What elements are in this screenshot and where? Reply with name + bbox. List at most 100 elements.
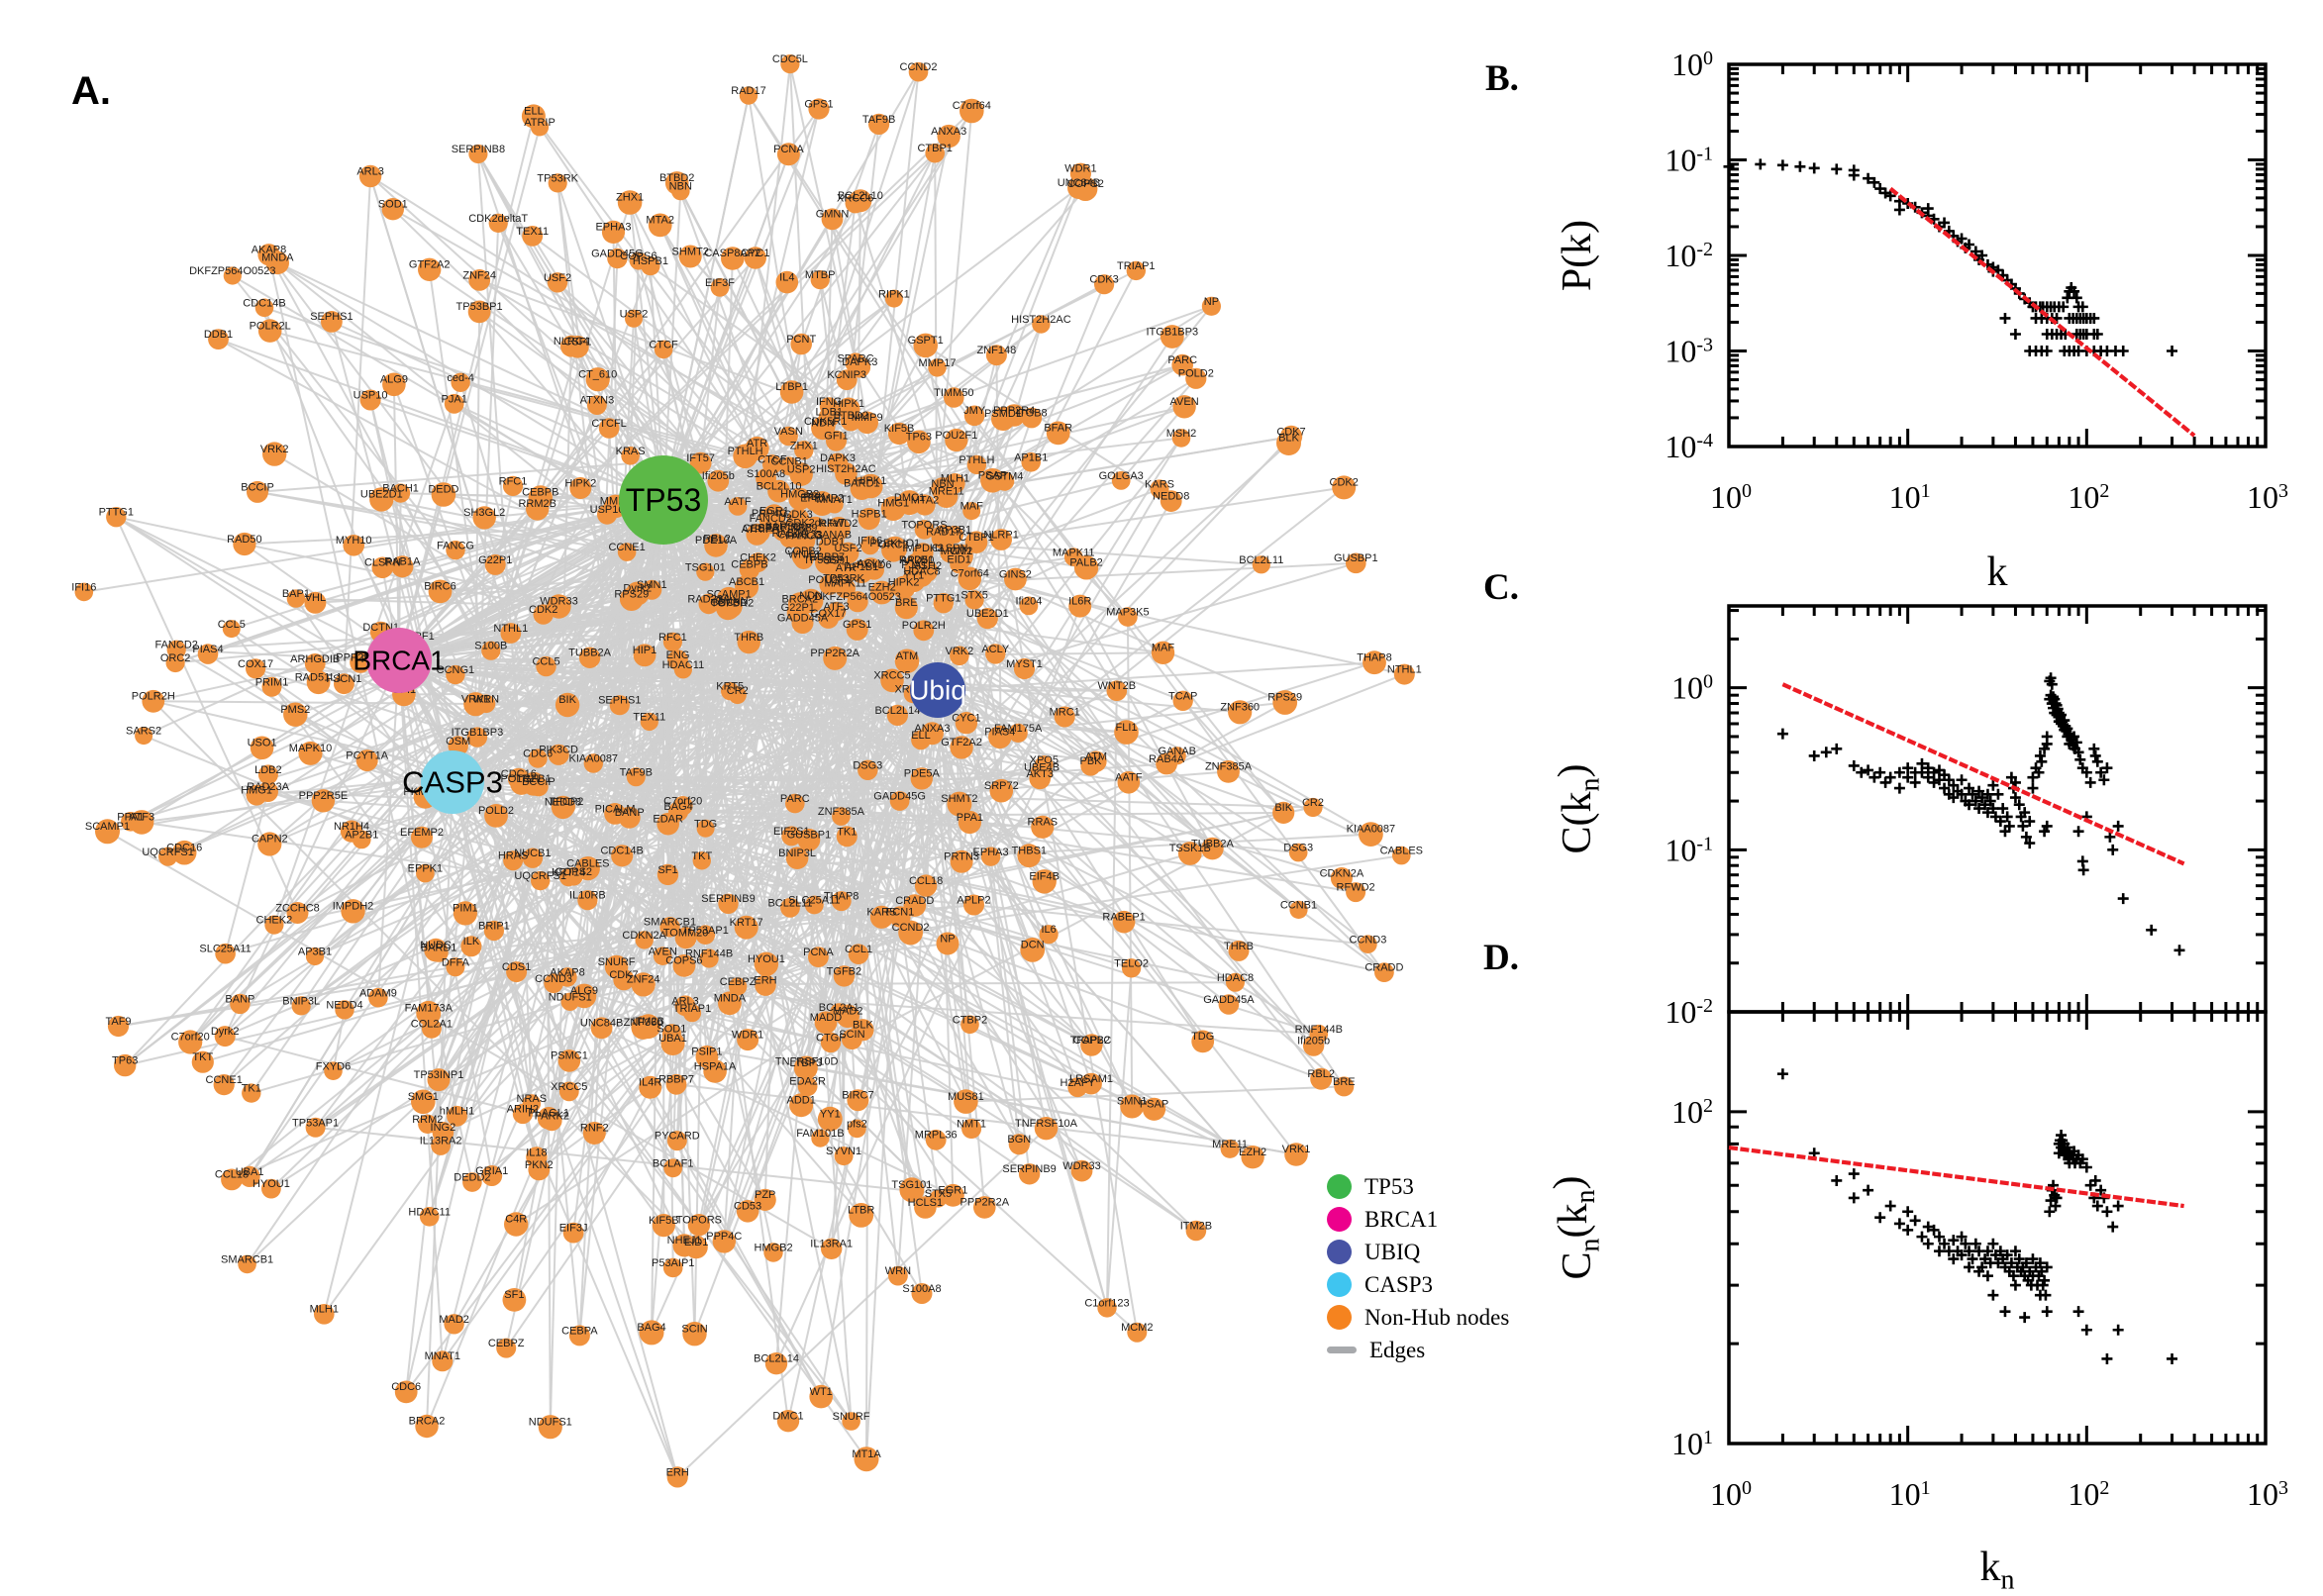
data-point-marker	[1863, 1184, 1874, 1196]
edge	[376, 659, 400, 998]
legend-item-label: Edges	[1369, 1337, 1426, 1362]
panel-c-chart: 100 10-1 10-2 C(kn​)	[1551, 604, 2268, 1030]
panel-d-label: D.	[1483, 938, 1519, 978]
data-point-marker	[2041, 346, 2053, 356]
edge	[424, 872, 853, 1423]
legend-item-label: TP53	[1364, 1173, 1414, 1199]
edge	[925, 345, 1172, 502]
data-point-marker	[2112, 1324, 2124, 1336]
edge	[490, 377, 1197, 1177]
data-point-marker	[2077, 864, 2089, 876]
x-tick-label: 103	[2247, 1476, 2288, 1512]
legend: TP53 BRCA1 UBIQ CASP3 Non-Hub nodes Edges	[1327, 1170, 1509, 1366]
data-point-marker	[2112, 820, 2124, 832]
y-tick-label: 10-1	[1665, 143, 1713, 178]
legend-node-dot-icon	[1327, 1272, 1352, 1297]
edge	[533, 115, 802, 475]
axis-ticks	[1727, 62, 2266, 449]
data-point-marker	[2117, 893, 2129, 905]
data-point-marker	[2019, 1312, 2031, 1324]
data-point-marker	[1909, 1215, 1921, 1227]
data-point-marker	[1999, 1306, 2011, 1318]
data-point-marker	[1776, 1068, 1788, 1080]
y-tick-label: 10-2	[1665, 238, 1713, 273]
network-graph: TP53RKKIAA0087THAP8CDC14BDSG3NTHL1VRK1CE…	[71, 53, 1423, 1488]
plot-frame	[1727, 1010, 2268, 1446]
edge	[224, 791, 269, 954]
data-point-marker	[2091, 755, 2103, 767]
edge	[796, 856, 882, 919]
edge	[315, 1126, 954, 1197]
edge	[684, 491, 694, 939]
legend-node-dot-icon	[1327, 1207, 1352, 1232]
legend-item-label: CASP3	[1364, 1271, 1434, 1297]
edge	[600, 564, 828, 1029]
edge	[936, 366, 1385, 973]
x-tick-label: 101	[1889, 1476, 1931, 1512]
edge	[586, 899, 862, 1217]
legend-item-brca1: BRCA1	[1327, 1203, 1509, 1236]
data-point-marker	[2107, 844, 2119, 855]
legend-item-tp53: TP53	[1327, 1170, 1509, 1203]
x-tick-label: 101	[1889, 479, 1931, 515]
edge	[775, 771, 1043, 1364]
data-point-marker	[2117, 346, 2129, 356]
data-point-marker	[1794, 160, 1806, 172]
x-tick-label: 102	[2068, 1476, 2109, 1512]
fit-line	[1728, 1145, 2184, 1209]
y-tick-label: 10-3	[1665, 334, 1713, 369]
legend-node-dot-icon	[1327, 1240, 1352, 1264]
data-point-marker	[1820, 747, 1832, 758]
y-tick-label: 100	[1671, 670, 1713, 706]
edge	[1181, 700, 1284, 814]
edge	[398, 505, 617, 661]
edge	[568, 463, 773, 1003]
edge	[1078, 605, 1214, 849]
data-point-marker	[2036, 755, 2048, 767]
edge	[893, 548, 973, 1130]
edge	[937, 689, 1108, 1309]
data-point-marker	[2041, 1306, 2053, 1318]
data-point-marker	[1776, 728, 1788, 740]
edge	[851, 1039, 955, 1196]
data-point-marker	[1893, 782, 1905, 794]
data-point-marker	[2101, 1206, 2113, 1218]
fit-line	[1888, 186, 2196, 438]
data-point-marker	[1956, 774, 1968, 786]
edge	[1126, 617, 1134, 1107]
data-point-marker	[1874, 1212, 1886, 1224]
edge	[601, 852, 1191, 1030]
y-tick-label: 10-2	[1665, 994, 1713, 1030]
data-point-marker	[1848, 759, 1860, 771]
edge	[115, 516, 1048, 1130]
edge	[675, 436, 1292, 1085]
edge	[922, 551, 1322, 1080]
data-point-marker	[1776, 159, 1788, 171]
data-point-marker	[2107, 1221, 2119, 1233]
data-point-marker	[1848, 1168, 1860, 1180]
edge	[224, 1035, 553, 1122]
edge	[834, 508, 895, 659]
edge	[231, 601, 316, 631]
edge	[797, 436, 1292, 521]
edge	[953, 396, 1284, 814]
edge	[441, 1012, 693, 1362]
edge	[748, 94, 1081, 607]
data-point-marker	[2167, 346, 2178, 356]
data-point-marker	[1831, 163, 1843, 175]
x-tick-label: 102	[2068, 479, 2109, 515]
data-point-marker	[2112, 1200, 2124, 1212]
data-point-marker	[1755, 158, 1767, 170]
edge	[748, 94, 1118, 692]
y-axis-title: Cn​(kn​)	[1547, 1175, 1606, 1279]
edge	[965, 1085, 1345, 1103]
panel-b-chart: 100 10-1 10-2 10-3 10-4 100 101 102 103 k P(k)	[1555, 47, 2288, 595]
edge	[1106, 690, 1118, 1308]
edge	[421, 837, 867, 1460]
data-point-marker	[1987, 1289, 1999, 1301]
data-point-marker	[2044, 1206, 2056, 1218]
data-point-marker	[1808, 749, 1820, 761]
data-points	[1776, 1068, 2178, 1364]
y-axis-title: C(kn​)	[1551, 764, 1606, 854]
